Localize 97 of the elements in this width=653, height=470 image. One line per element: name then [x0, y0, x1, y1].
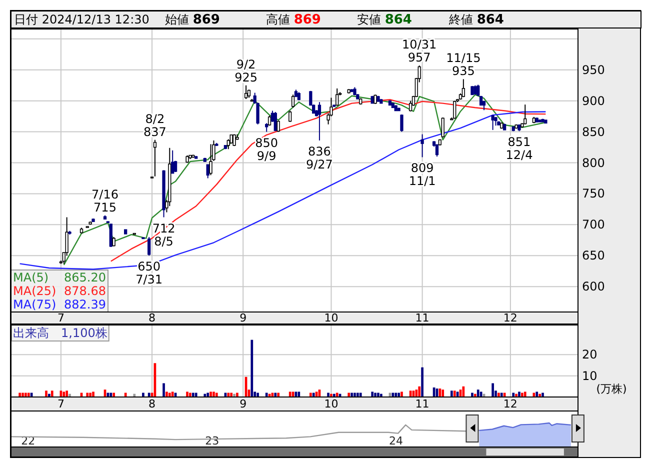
- bar: [492, 383, 494, 397]
- bar: [524, 392, 526, 397]
- bar: [476, 390, 480, 397]
- annotation: 7/16 715: [92, 187, 118, 214]
- y-tick-label: 650: [582, 248, 605, 263]
- text: 安値 864: [357, 12, 412, 27]
- candlestick: [288, 110, 292, 122]
- y-tick-label: 700: [582, 218, 605, 232]
- text: MA(5) 865.20: [13, 270, 106, 284]
- bar: [536, 392, 538, 397]
- text: 高値 869: [266, 12, 321, 27]
- bar: [415, 390, 418, 397]
- bar: [442, 390, 444, 397]
- bar: [371, 392, 374, 397]
- annotation: 9/2 925: [234, 57, 258, 84]
- text: 終値 864: [448, 12, 504, 27]
- candlestick: [491, 114, 494, 130]
- bar: [418, 386, 421, 397]
- x-tick-label: 10: [324, 398, 338, 410]
- annotation: 11/15 935: [446, 51, 481, 78]
- series-label: MA(25) 878.68: [13, 284, 106, 298]
- y-tick-label: 10: [582, 368, 598, 383]
- candlestick: [336, 88, 339, 106]
- candlestick: [408, 100, 412, 112]
- text: 日付 2024/12/13 12:30: [14, 12, 150, 26]
- x-tick-label: 9: [240, 398, 247, 410]
- bar: [212, 392, 215, 397]
- candlestick: [109, 224, 112, 248]
- candlestick: [274, 111, 277, 132]
- bar: [421, 367, 424, 397]
- bar: [450, 390, 453, 397]
- candlestick: [112, 236, 116, 247]
- text: 始値 869: [165, 12, 220, 27]
- candlestick: [291, 94, 295, 108]
- bar: [166, 392, 168, 397]
- x-tick-label: 24: [389, 434, 404, 448]
- candlestick: [171, 150, 174, 174]
- candlestick: [153, 139, 157, 177]
- bar: [288, 392, 292, 397]
- y-tick-label: 600: [582, 280, 605, 294]
- bar: [518, 392, 520, 397]
- candlestick: [318, 102, 322, 141]
- candlestick: [226, 138, 230, 150]
- line-series: [19, 111, 546, 270]
- bar: [62, 392, 66, 397]
- bar: [186, 392, 188, 397]
- y-tick-label: 800: [582, 156, 605, 170]
- x-tick-label: 11: [415, 398, 430, 410]
- candlestick: [374, 94, 377, 104]
- x-tick-label: 12: [503, 312, 518, 324]
- candlestick: [420, 134, 424, 158]
- bar: [438, 388, 442, 397]
- y-tick-label: 20: [582, 348, 598, 362]
- x-tick-label: 7: [57, 312, 64, 324]
- x-tick-label: 11: [415, 312, 430, 324]
- annotation: 10/31 957: [402, 38, 437, 65]
- text: MA(75) 882.39: [13, 298, 106, 312]
- bar: [162, 383, 165, 397]
- candlestick: [441, 117, 444, 138]
- x-tick-label: 8: [148, 398, 156, 410]
- x-tick-label: 12: [503, 398, 518, 410]
- x-tick-label: 9: [240, 312, 247, 324]
- y-axis-title: (万株): [596, 382, 627, 396]
- annotation: 850 9/9: [255, 136, 278, 163]
- bar: [400, 392, 403, 397]
- candlestick: [209, 144, 212, 176]
- y-tick-label: 900: [582, 94, 605, 108]
- candlestick: [476, 84, 480, 96]
- candlestick: [276, 120, 280, 132]
- candlestick: [435, 144, 439, 158]
- x-tick-label: 8: [148, 312, 156, 324]
- x-tick-label: 10: [324, 312, 338, 324]
- x-tick-label: 7: [57, 398, 64, 410]
- bar: [250, 340, 254, 397]
- y-tick-label: 750: [582, 186, 605, 201]
- annotation: 8/2 837: [144, 112, 166, 139]
- bar: [453, 390, 456, 397]
- annotation: 836 9/27: [306, 144, 333, 172]
- candlestick: [453, 100, 456, 120]
- candlestick: [462, 78, 465, 98]
- bar: [171, 392, 174, 397]
- candlestick: [400, 114, 404, 132]
- bar: [50, 390, 54, 397]
- bar: [462, 386, 465, 397]
- annotation: 851 12/4: [506, 135, 533, 162]
- bar: [210, 392, 212, 397]
- bar: [92, 392, 94, 397]
- bar: [66, 390, 68, 397]
- candlestick: [148, 236, 151, 256]
- y-tick-label: 950: [582, 62, 605, 77]
- annotation: 809 11/1: [408, 161, 436, 188]
- candlestick: [524, 104, 527, 125]
- bar: [45, 390, 48, 397]
- annotation: 出来高 1,100株: [13, 326, 108, 340]
- y-tick-label: 850: [582, 124, 605, 139]
- candlestick: [244, 84, 248, 100]
- bar: [298, 392, 300, 397]
